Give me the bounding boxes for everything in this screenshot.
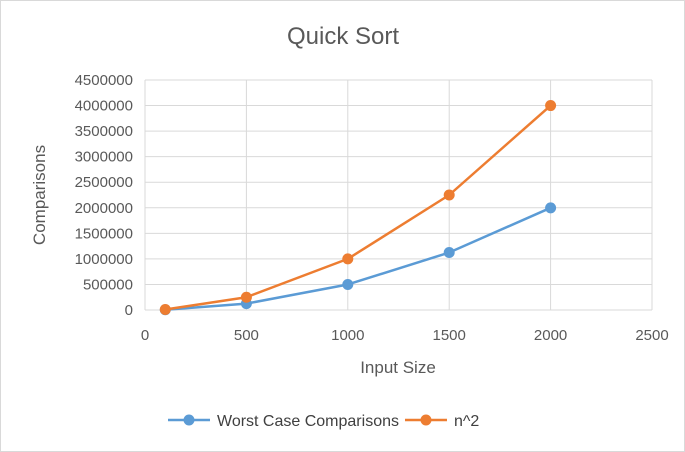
x-axis-ticks: 0 500 1000 1500 2000 2500 [141,327,669,344]
legend-item: n^2 [404,413,479,430]
y-tick-label: 2500000 [75,174,133,191]
y-tick-label: 0 [125,302,133,319]
x-axis-title: Input Size [360,358,436,377]
x-tick-label: 2500 [635,327,668,344]
x-tick-label: 1500 [433,327,466,344]
y-tick-label: 3000000 [75,149,133,166]
y-tick-label: 4000000 [75,98,133,115]
y-tick-label: 4500000 [75,72,133,89]
legend-marker [183,414,195,426]
series-group [159,100,557,316]
legend-label: Worst Case Comparisons [217,413,399,430]
legend-item: Worst Case Comparisons [168,413,399,430]
y-tick-label: 3500000 [75,123,133,140]
data-point [159,303,171,315]
data-point [545,202,557,214]
data-point [342,253,354,265]
x-tick-label: 500 [234,327,259,344]
x-tick-label: 1000 [331,327,364,344]
y-axis-ticks: 0 500000 1000000 1500000 2000000 2500000 30000… [75,72,133,319]
legend-label: n^2 [454,413,479,430]
data-point [443,189,455,201]
legend: Worst Case Comparisons n^2 [168,413,479,430]
y-axis-title: Comparisons [30,145,49,245]
x-tick-label: 2000 [534,327,567,344]
x-tick-label: 0 [141,327,149,344]
gridlines [144,79,653,311]
data-point [443,247,455,259]
data-point [545,100,557,112]
y-tick-label: 1500000 [75,225,133,242]
chart-title: Quick Sort [287,23,399,50]
legend-marker [420,414,432,426]
y-tick-label: 2000000 [75,200,133,217]
series-2 [159,100,557,315]
data-point [240,291,252,303]
y-tick-label: 1000000 [75,251,133,268]
y-tick-label: 500000 [83,276,133,293]
data-point [342,278,354,290]
